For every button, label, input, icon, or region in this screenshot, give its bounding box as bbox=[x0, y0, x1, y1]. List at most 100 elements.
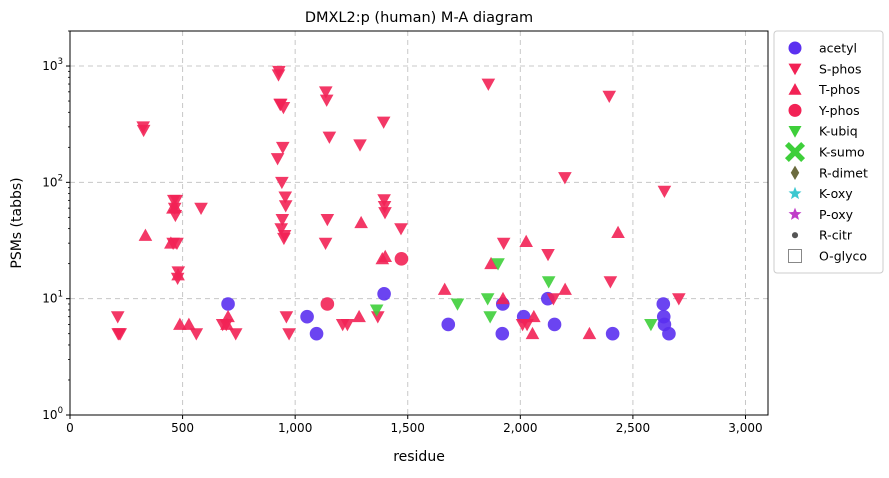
point-s-phos bbox=[278, 200, 293, 213]
point-s-phos bbox=[319, 94, 334, 107]
point-k-ubiq bbox=[450, 298, 465, 311]
point-t-phos bbox=[164, 236, 178, 249]
point-s-phos bbox=[270, 153, 285, 166]
point-y-phos bbox=[394, 252, 409, 266]
legend-item-r-dimet: R-dimet bbox=[790, 165, 868, 180]
point-k-ubiq bbox=[644, 319, 658, 332]
legend-label-y-phos: Y-phos bbox=[818, 103, 860, 118]
point-t-phos bbox=[182, 317, 196, 330]
data-points bbox=[110, 65, 686, 341]
point-acetyl bbox=[377, 287, 391, 301]
legend-item-k-sumo: K-sumo bbox=[784, 141, 865, 163]
point-t-phos bbox=[582, 326, 597, 340]
legend-marker-k-sumo bbox=[784, 141, 806, 163]
point-s-phos bbox=[194, 202, 208, 215]
point-t-phos bbox=[527, 309, 541, 323]
point-s-phos bbox=[113, 328, 128, 341]
point-s-phos bbox=[378, 207, 392, 220]
point-y-phos bbox=[320, 297, 335, 311]
legend-label-k-sumo: K-sumo bbox=[819, 145, 865, 160]
legend-marker-p-oxy bbox=[788, 207, 802, 220]
point-s-phos bbox=[169, 194, 184, 208]
x-tick-label: 0 bbox=[66, 421, 74, 435]
point-t-phos bbox=[221, 309, 235, 323]
point-s-phos bbox=[276, 102, 291, 115]
chart-title: DMXL2:p (human) M-A diagram bbox=[305, 10, 533, 26]
point-acetyl bbox=[495, 326, 510, 341]
point-s-phos bbox=[282, 328, 296, 341]
point-t-phos bbox=[352, 309, 366, 323]
point-s-phos bbox=[170, 237, 184, 250]
point-s-phos bbox=[318, 237, 333, 250]
legend-item-acetyl: acetyl bbox=[788, 41, 857, 56]
x-tick-label: 1,500 bbox=[391, 421, 425, 435]
point-t-phos bbox=[437, 282, 452, 295]
point-t-phos bbox=[220, 317, 234, 330]
legend-item-k-ubiq: K-ubiq bbox=[788, 124, 858, 139]
point-s-phos bbox=[603, 276, 618, 289]
point-acetyl bbox=[300, 309, 314, 324]
legend-item-k-oxy: K-oxy bbox=[788, 186, 853, 201]
point-acetyl bbox=[221, 297, 235, 311]
y-axis-label: PSMs (tabbs) bbox=[9, 177, 25, 268]
point-t-phos bbox=[519, 234, 533, 247]
point-acetyl bbox=[605, 326, 620, 341]
legend-item-y-phos: Y-phos bbox=[788, 103, 860, 118]
point-s-phos bbox=[481, 78, 496, 91]
point-s-phos bbox=[340, 319, 355, 332]
point-acetyl bbox=[662, 326, 676, 341]
point-k-ubiq bbox=[480, 293, 495, 306]
point-s-phos bbox=[353, 139, 367, 152]
point-s-phos bbox=[657, 185, 672, 198]
point-s-phos bbox=[275, 213, 290, 227]
point-k-ubiq bbox=[541, 276, 556, 289]
point-s-phos bbox=[279, 311, 294, 324]
point-s-phos bbox=[541, 249, 555, 262]
point-s-phos bbox=[377, 194, 391, 207]
point-s-phos bbox=[672, 293, 686, 306]
point-t-phos bbox=[484, 256, 498, 270]
point-s-phos bbox=[189, 328, 204, 341]
point-acetyl bbox=[656, 297, 671, 311]
point-t-phos bbox=[171, 268, 185, 281]
x-tick-label: 2,000 bbox=[503, 421, 537, 435]
legend-marker-r-dimet bbox=[790, 165, 800, 180]
point-s-phos bbox=[272, 65, 286, 79]
point-k-ubiq bbox=[369, 304, 384, 317]
point-t-phos bbox=[378, 249, 393, 263]
point-t-phos bbox=[496, 291, 510, 305]
point-s-phos bbox=[277, 229, 292, 243]
legend-marker-r-citr bbox=[791, 232, 799, 239]
x-axis-label: residue bbox=[393, 449, 445, 465]
plot-frame bbox=[69, 30, 769, 416]
point-s-phos bbox=[602, 90, 617, 104]
legend-label-r-citr: R-citr bbox=[819, 228, 853, 243]
point-s-phos bbox=[228, 328, 243, 341]
point-s-phos bbox=[318, 86, 333, 99]
legend-marker-k-sumo-stroke-b bbox=[784, 141, 806, 163]
point-s-phos bbox=[110, 311, 125, 324]
point-s-phos bbox=[275, 141, 290, 155]
point-s-phos bbox=[496, 237, 511, 250]
point-s-phos bbox=[275, 176, 289, 190]
point-s-phos bbox=[136, 124, 151, 138]
legend-marker-acetyl bbox=[788, 41, 802, 55]
legend-label-r-dimet: R-dimet bbox=[819, 165, 868, 180]
legend-box bbox=[773, 30, 884, 274]
point-t-phos bbox=[173, 317, 187, 330]
legend-marker-k-ubiq bbox=[788, 126, 802, 138]
x-tick-label: 500 bbox=[171, 421, 194, 435]
point-s-phos bbox=[376, 116, 391, 129]
legend-item-p-oxy: P-oxy bbox=[788, 207, 854, 222]
legend-marker-t-phos bbox=[788, 83, 802, 95]
x-tick-label: 3,000 bbox=[728, 421, 762, 435]
x-axis-ticks: 0 500 1,000 1,500 2,000 2,500 3,000 bbox=[66, 415, 763, 435]
legend-marker-o-glyco bbox=[788, 249, 802, 263]
point-k-ubiq bbox=[491, 258, 505, 271]
point-t-phos bbox=[525, 326, 540, 340]
point-t-phos bbox=[168, 200, 182, 213]
legend-label-s-phos: S-phos bbox=[819, 61, 861, 76]
legend-label-t-phos: T-phos bbox=[818, 82, 860, 97]
